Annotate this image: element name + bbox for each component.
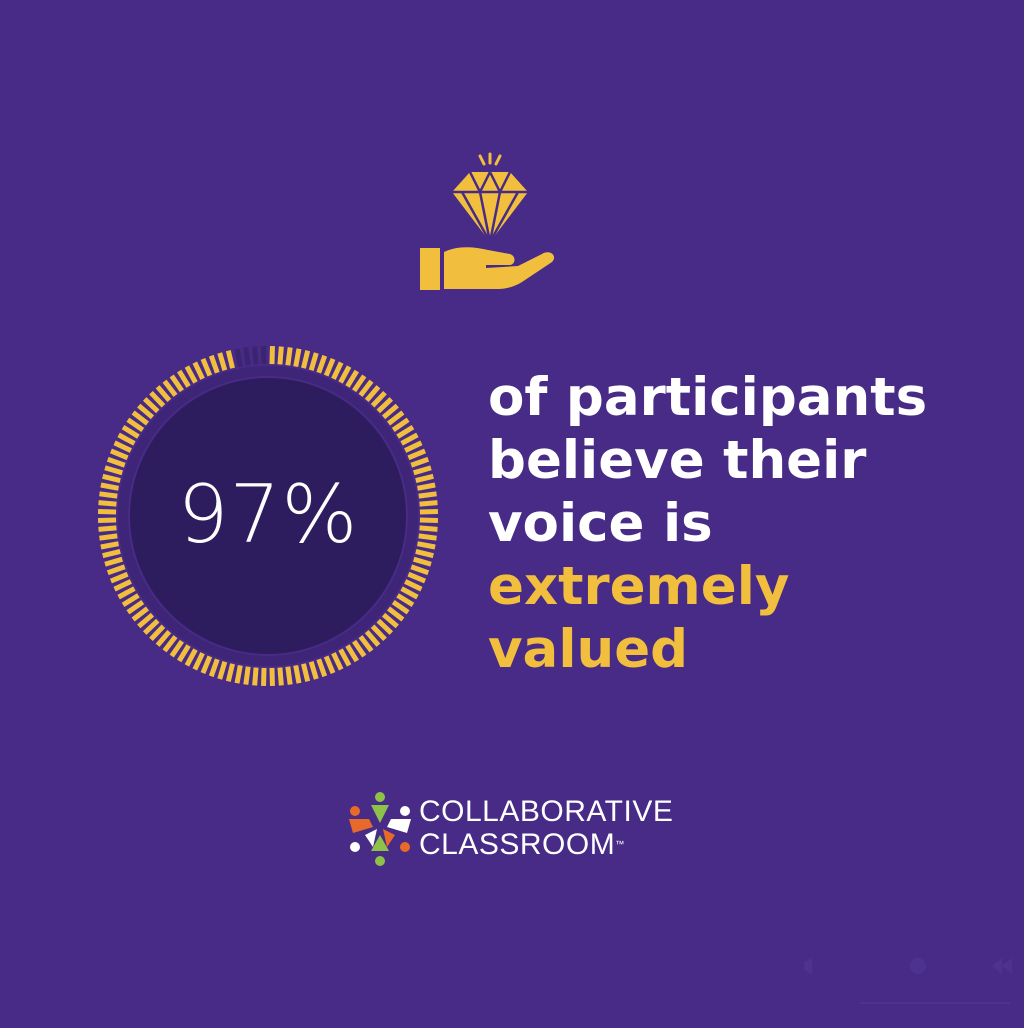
gauge-tick-filled: [280, 668, 281, 686]
gauge-tick-filled: [211, 659, 217, 676]
gauge-tick-filled: [347, 371, 356, 386]
gauge-tick-filled: [255, 668, 256, 686]
volume-icon: [804, 958, 812, 974]
gauge-tick-filled: [220, 353, 225, 370]
collaborative-classroom-logo: COLLABORATIVE CLASSROOM™: [343, 787, 683, 867]
gauge-tick-filled: [108, 567, 125, 573]
trademark-symbol: ™: [615, 839, 625, 849]
gauge-tick-filled: [333, 363, 341, 379]
gauge-tick-filled: [111, 451, 128, 458]
gauge-tick-filled: [237, 665, 240, 683]
gauge-tick-filled: [303, 351, 307, 369]
caption-highlight-1: extremely: [488, 555, 1008, 618]
gauge-tick-filled: [296, 349, 299, 367]
gauge-tick-filled: [319, 356, 325, 373]
gauge-tick-filled: [405, 443, 421, 451]
gauge-tick-filled: [111, 574, 128, 581]
caption-line-1: of participants: [488, 366, 1008, 429]
gauge-tick-filled: [288, 667, 290, 685]
gauge-tick-filled: [341, 650, 350, 666]
gauge-tick-filled: [319, 659, 325, 676]
media-player-controls: [790, 950, 1024, 1024]
gauge-tick-filled: [311, 662, 316, 679]
gauge-tick-filled: [411, 459, 428, 465]
gauge-tick-filled: [108, 459, 125, 465]
stat-caption: of participants believe their voice is e…: [488, 366, 1008, 681]
gauge-tick-filled: [408, 574, 425, 581]
logo-line-2: CLASSROOM™: [419, 828, 673, 861]
gauge-tick-filled: [408, 451, 425, 458]
gauge-tick-filled: [123, 595, 138, 604]
gauge-tick-filled: [228, 664, 232, 682]
gauge-tick-filled: [179, 646, 188, 661]
gauge-tick-filled: [303, 664, 307, 682]
gauge-tick-filled: [411, 567, 428, 573]
gauge-tick-filled: [228, 351, 232, 369]
gauge-tick-filled: [280, 347, 281, 365]
gauge-tick-filled: [326, 359, 333, 376]
gauge-tick-filled: [311, 353, 316, 370]
gauge-tick-filled: [115, 581, 131, 589]
gauge-tick-filled: [115, 443, 131, 451]
gauge-tick-filled: [203, 656, 210, 673]
gauge-tick-filled: [123, 427, 138, 436]
gauge-tick-filled: [405, 581, 421, 589]
logo-line-1: COLLABORATIVE: [419, 795, 673, 828]
gauge-tick-filled: [326, 656, 333, 673]
gauge-tick-filled: [195, 653, 203, 669]
gauge-tick-filled: [246, 667, 248, 685]
gauge-tick-empty: [255, 347, 256, 365]
rewind-icon: [1002, 958, 1012, 974]
caption-highlight-2: valued: [488, 618, 1008, 681]
caption-line-3: voice is: [488, 492, 1008, 555]
gauge-tick-filled: [296, 665, 299, 683]
percentage-value: 97%: [96, 470, 440, 560]
logo-wordmark: COLLABORATIVE CLASSROOM™: [419, 795, 673, 861]
gauge-tick-empty: [246, 347, 248, 365]
gauge-tick-filled: [187, 650, 196, 666]
gauge-tick-filled: [195, 363, 203, 379]
gauge-tick-filled: [347, 646, 356, 661]
gauge-tick-filled: [402, 589, 418, 598]
logo-people-mark-icon: [343, 789, 417, 867]
gauge-tick-filled: [333, 653, 341, 669]
gauge-tick-filled: [220, 662, 225, 679]
gauge-tick-filled: [398, 427, 413, 436]
gauge-tick-filled: [288, 347, 290, 365]
gauge-tick-filled: [179, 371, 188, 386]
gauge-tick-filled: [341, 367, 350, 383]
caption-line-2: believe their: [488, 429, 1008, 492]
gauge-tick-filled: [398, 595, 413, 604]
diamond-in-hand-icon: [410, 150, 570, 300]
logo-line-2-text: CLASSROOM: [419, 828, 615, 861]
gauge-tick-empty: [237, 349, 240, 367]
gauge-tick-filled: [402, 435, 418, 444]
gauge-tick-filled: [211, 356, 217, 373]
gauge-tick-filled: [187, 367, 196, 383]
gauge-tick-filled: [119, 589, 135, 598]
gauge-tick-filled: [203, 359, 210, 376]
gauge-tick-filled: [119, 435, 135, 444]
play-icon: [910, 958, 926, 974]
